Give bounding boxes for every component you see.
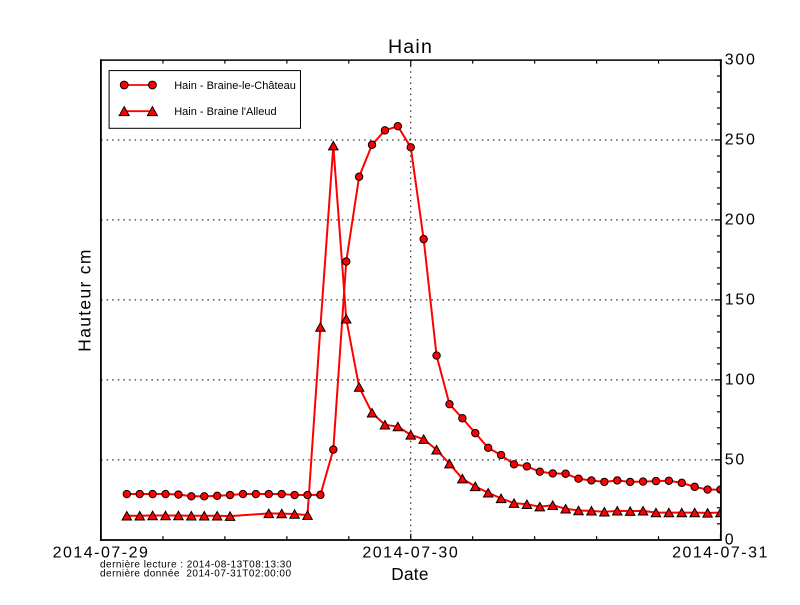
svg-text:2014-07-29: 2014-07-29 [53, 545, 150, 562]
svg-text:200: 200 [725, 211, 757, 228]
svg-text:dernière lecture : 2014-08-13T: dernière lecture : 2014-08-13T08:13:30 [100, 560, 292, 571]
svg-text:Date: Date [391, 564, 429, 584]
svg-text:Hain - Braine l'Alleud: Hain - Braine l'Alleud [174, 106, 276, 118]
svg-text:2014-07-31: 2014-07-31 [672, 545, 769, 562]
svg-text:Hain: Hain [388, 36, 433, 58]
svg-text:100: 100 [725, 371, 757, 388]
svg-text:Hauteur cm: Hauteur cm [75, 248, 95, 351]
svg-text:150: 150 [725, 291, 757, 308]
svg-text:dernière donnée 2014-07-31T02: dernière donnée 2014-07-31T02:00:00 [100, 569, 292, 580]
svg-text:2014-07-30: 2014-07-30 [362, 545, 459, 562]
svg-text:250: 250 [725, 132, 757, 149]
svg-text:300: 300 [725, 52, 757, 69]
svg-text:0: 0 [725, 531, 736, 548]
svg-text:Hain - Braine-le-Château: Hain - Braine-le-Château [174, 80, 296, 92]
svg-text:50: 50 [725, 451, 746, 468]
